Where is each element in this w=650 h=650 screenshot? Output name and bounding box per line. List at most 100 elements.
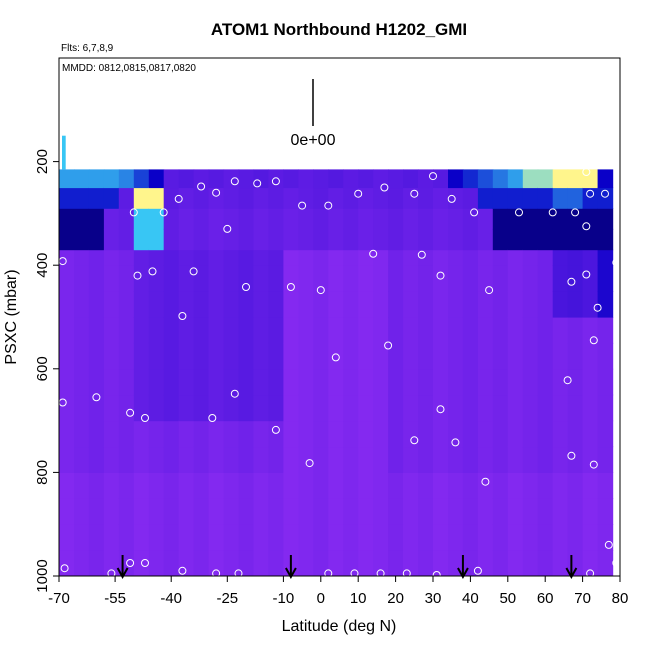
heatmap-cell: [178, 169, 195, 189]
heatmap-cell: [358, 472, 374, 499]
heatmap-cell: [118, 228, 135, 251]
sample-point: [174, 194, 183, 203]
heatmap-cell: [403, 472, 419, 499]
heatmap-cell: [418, 342, 434, 370]
sample-point: [126, 559, 135, 567]
heatmap-cell: [522, 169, 539, 189]
heatmap-cell: [178, 187, 195, 209]
heatmap-cell: [567, 317, 584, 344]
heatmap-cell: [388, 420, 404, 448]
heatmap-cell: [328, 228, 344, 251]
heatmap-cell: [74, 342, 90, 370]
x-tick-label: -25: [216, 590, 238, 607]
heatmap-cell: [433, 208, 449, 230]
chart-title: ATOM1 Northbound H1202_GMI: [211, 20, 467, 39]
flight-marker-arrow: [285, 555, 297, 580]
heatmap-cell: [133, 368, 150, 396]
heatmap-cell: [88, 446, 105, 473]
heatmap-cell: [567, 291, 584, 318]
heatmap-cell: [118, 265, 135, 292]
heatmap-cell: [103, 394, 120, 422]
heatmap-cell: [522, 249, 539, 266]
heatmap-cell: [448, 317, 464, 344]
sample-point: [178, 566, 187, 575]
heatmap-cell: [178, 446, 195, 473]
heatmap-cell: [148, 420, 165, 448]
heatmap-cell: [582, 249, 599, 266]
heatmap-cell: [552, 187, 569, 209]
sample-point: [126, 408, 135, 417]
heatmap-cell: [103, 524, 120, 551]
heatmap-cell: [328, 249, 344, 266]
sample-point: [141, 414, 149, 422]
heatmap-cell: [552, 550, 569, 576]
heatmap-cell: [163, 228, 180, 251]
heatmap-cell: [433, 368, 449, 396]
sample-point: [582, 168, 591, 176]
heatmap-cell: [328, 550, 344, 576]
heatmap-cell: [223, 368, 240, 396]
heatmap-cell: [582, 472, 599, 499]
x-tick-label: -55: [104, 590, 126, 607]
y-tick-label: 600: [34, 356, 51, 381]
heatmap-cell: [74, 446, 90, 473]
sample-point: [212, 569, 221, 576]
heatmap-cell: [373, 446, 389, 473]
heatmap-cell: [208, 317, 225, 344]
heatmap-cell: [433, 498, 449, 525]
heatmap-cell: [388, 446, 404, 473]
heatmap-cell: [133, 498, 150, 525]
heatmap-cell: [298, 317, 314, 344]
heatmap-cell: [148, 368, 165, 396]
heatmap-cell: [298, 472, 314, 499]
heatmap-cell: [388, 249, 404, 266]
x-tick-label: 60: [537, 590, 554, 607]
flight-marker-arrow: [565, 555, 578, 580]
y-tick-label: 200: [34, 149, 51, 174]
heatmap-cell: [462, 317, 479, 344]
heatmap-cell: [163, 208, 180, 230]
heatmap-cell: [507, 498, 524, 525]
heatmap-cell: [537, 187, 554, 209]
heatmap-cell: [328, 291, 344, 318]
heatmap-cell: [597, 446, 614, 473]
heatmap-cell: [253, 394, 270, 422]
heatmap-cell: [103, 550, 120, 576]
heatmap-cell: [193, 169, 210, 189]
sample-point: [432, 571, 441, 576]
heatmap-cell: [477, 498, 494, 525]
heatmap-cell: [418, 550, 434, 576]
heatmap-cell: [253, 368, 270, 396]
sample-point: [107, 569, 116, 576]
heatmap-cell: [268, 317, 284, 344]
heatmap-cell: [477, 169, 494, 189]
heatmap-cell: [298, 187, 314, 209]
heatmap-cell: [193, 524, 210, 551]
sample-point: [548, 208, 557, 217]
heatmap-cell: [253, 550, 270, 576]
heatmap-cell: [358, 420, 374, 448]
heatmap-cell: [373, 187, 389, 209]
heatmap-cell: [552, 265, 569, 292]
heatmap-cell: [163, 187, 180, 209]
sample-point: [586, 189, 595, 198]
heatmap-cell: [462, 472, 479, 499]
heatmap-cell: [358, 249, 374, 266]
heatmap-cell: [373, 472, 389, 499]
heatmap-cell: [537, 249, 554, 266]
heatmap-cell: [103, 420, 120, 448]
heatmap-cell: [103, 446, 120, 473]
heatmap-cell: [178, 291, 195, 318]
x-tick-label: 80: [612, 590, 629, 607]
heatmap-cell: [462, 394, 479, 422]
heatmap-cell: [298, 368, 314, 396]
heatmap-cell: [268, 187, 284, 209]
heatmap-cell: [597, 208, 614, 230]
heatmap-cell: [118, 446, 135, 473]
heatmap-cell: [343, 342, 359, 370]
heatmap-cell: [59, 208, 75, 230]
heatmap-cell: [388, 265, 404, 292]
heatmap-cell: [88, 498, 105, 525]
heatmap-cell: [253, 265, 270, 292]
heatmap-cell: [373, 169, 389, 189]
